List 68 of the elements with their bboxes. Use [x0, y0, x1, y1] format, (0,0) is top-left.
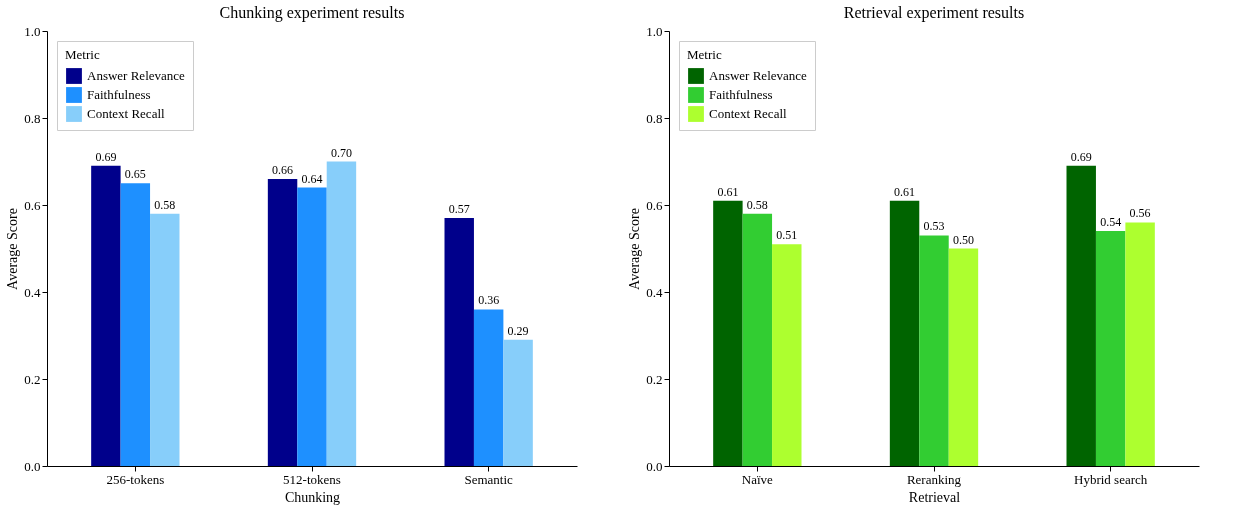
bar	[444, 218, 474, 466]
y-tick-label: 0.2	[24, 371, 41, 387]
data-label: 0.50	[952, 232, 974, 247]
legend-title: Metric	[687, 47, 722, 62]
y-tick-label: 0.8	[24, 110, 41, 126]
legend-label: Faithfulness	[87, 87, 151, 102]
legend-label: Faithfulness	[709, 87, 773, 102]
y-tick-label: 0.0	[646, 458, 663, 474]
y-tick-label: 1.0	[24, 23, 41, 39]
y-axis-title: Average Score	[5, 208, 21, 290]
bar	[948, 248, 979, 466]
data-label: 0.56	[1129, 206, 1151, 221]
data-label: 0.54	[1100, 215, 1122, 230]
legend-label: Answer Relevance	[87, 68, 186, 83]
bar	[772, 244, 802, 466]
data-label: 0.57	[448, 202, 470, 217]
data-label: 0.70	[330, 145, 352, 160]
bar	[713, 200, 743, 466]
x-tick-label: Hybrid search	[1074, 471, 1148, 487]
y-tick-label: 0.0	[24, 458, 41, 474]
bar	[1066, 165, 1096, 466]
data-label: 0.66	[272, 162, 294, 177]
bar	[503, 339, 533, 466]
bar	[1125, 222, 1155, 466]
legend-label: Context Recall	[87, 106, 166, 121]
data-label: 0.69	[95, 149, 117, 164]
data-label: 0.29	[507, 323, 529, 338]
y-tick-label: 0.8	[646, 110, 663, 126]
bar	[150, 213, 180, 466]
x-axis-title: Chunking	[284, 489, 341, 505]
data-label: 0.58	[154, 197, 176, 212]
bar	[326, 161, 357, 466]
y-axis-title: Average Score	[627, 208, 643, 290]
data-label: 0.64	[301, 171, 323, 186]
data-label: 0.53	[923, 219, 945, 234]
data-label: 0.69	[1070, 149, 1092, 164]
legend-label: Context Recall	[709, 106, 788, 121]
bar	[1095, 231, 1126, 466]
bar	[267, 178, 298, 466]
y-tick-label: 0.4	[24, 284, 41, 300]
bar	[297, 187, 327, 466]
bar	[473, 309, 504, 466]
x-axis-title: Retrieval	[908, 489, 961, 505]
x-tick-label: Naïve	[741, 471, 774, 487]
data-label: 0.61	[894, 184, 916, 199]
y-tick-label: 0.6	[24, 197, 41, 213]
chart-title: Retrieval experiment results	[843, 4, 1025, 22]
legend-label: Answer Relevance	[709, 68, 808, 83]
x-tick-label: 512-tokens	[283, 471, 341, 487]
chart-title: Chunking experiment results	[219, 4, 405, 22]
bar	[889, 200, 920, 466]
data-label: 0.61	[717, 184, 739, 199]
data-label: 0.36	[478, 293, 500, 308]
y-tick-label: 0.6	[646, 197, 663, 213]
legend-title: Metric	[65, 47, 100, 62]
bar	[120, 183, 151, 466]
bar	[742, 213, 773, 466]
y-tick-label: 0.4	[646, 284, 663, 300]
x-tick-label: Semantic	[464, 471, 514, 487]
x-tick-label: 256-tokens	[106, 471, 165, 487]
bar	[91, 165, 121, 466]
bar	[919, 235, 949, 466]
y-tick-label: 0.2	[646, 371, 663, 387]
x-tick-label: Reranking	[906, 471, 962, 487]
data-label: 0.51	[776, 228, 798, 243]
y-tick-label: 1.0	[646, 23, 663, 39]
data-label: 0.65	[124, 167, 146, 182]
data-label: 0.58	[746, 197, 768, 212]
